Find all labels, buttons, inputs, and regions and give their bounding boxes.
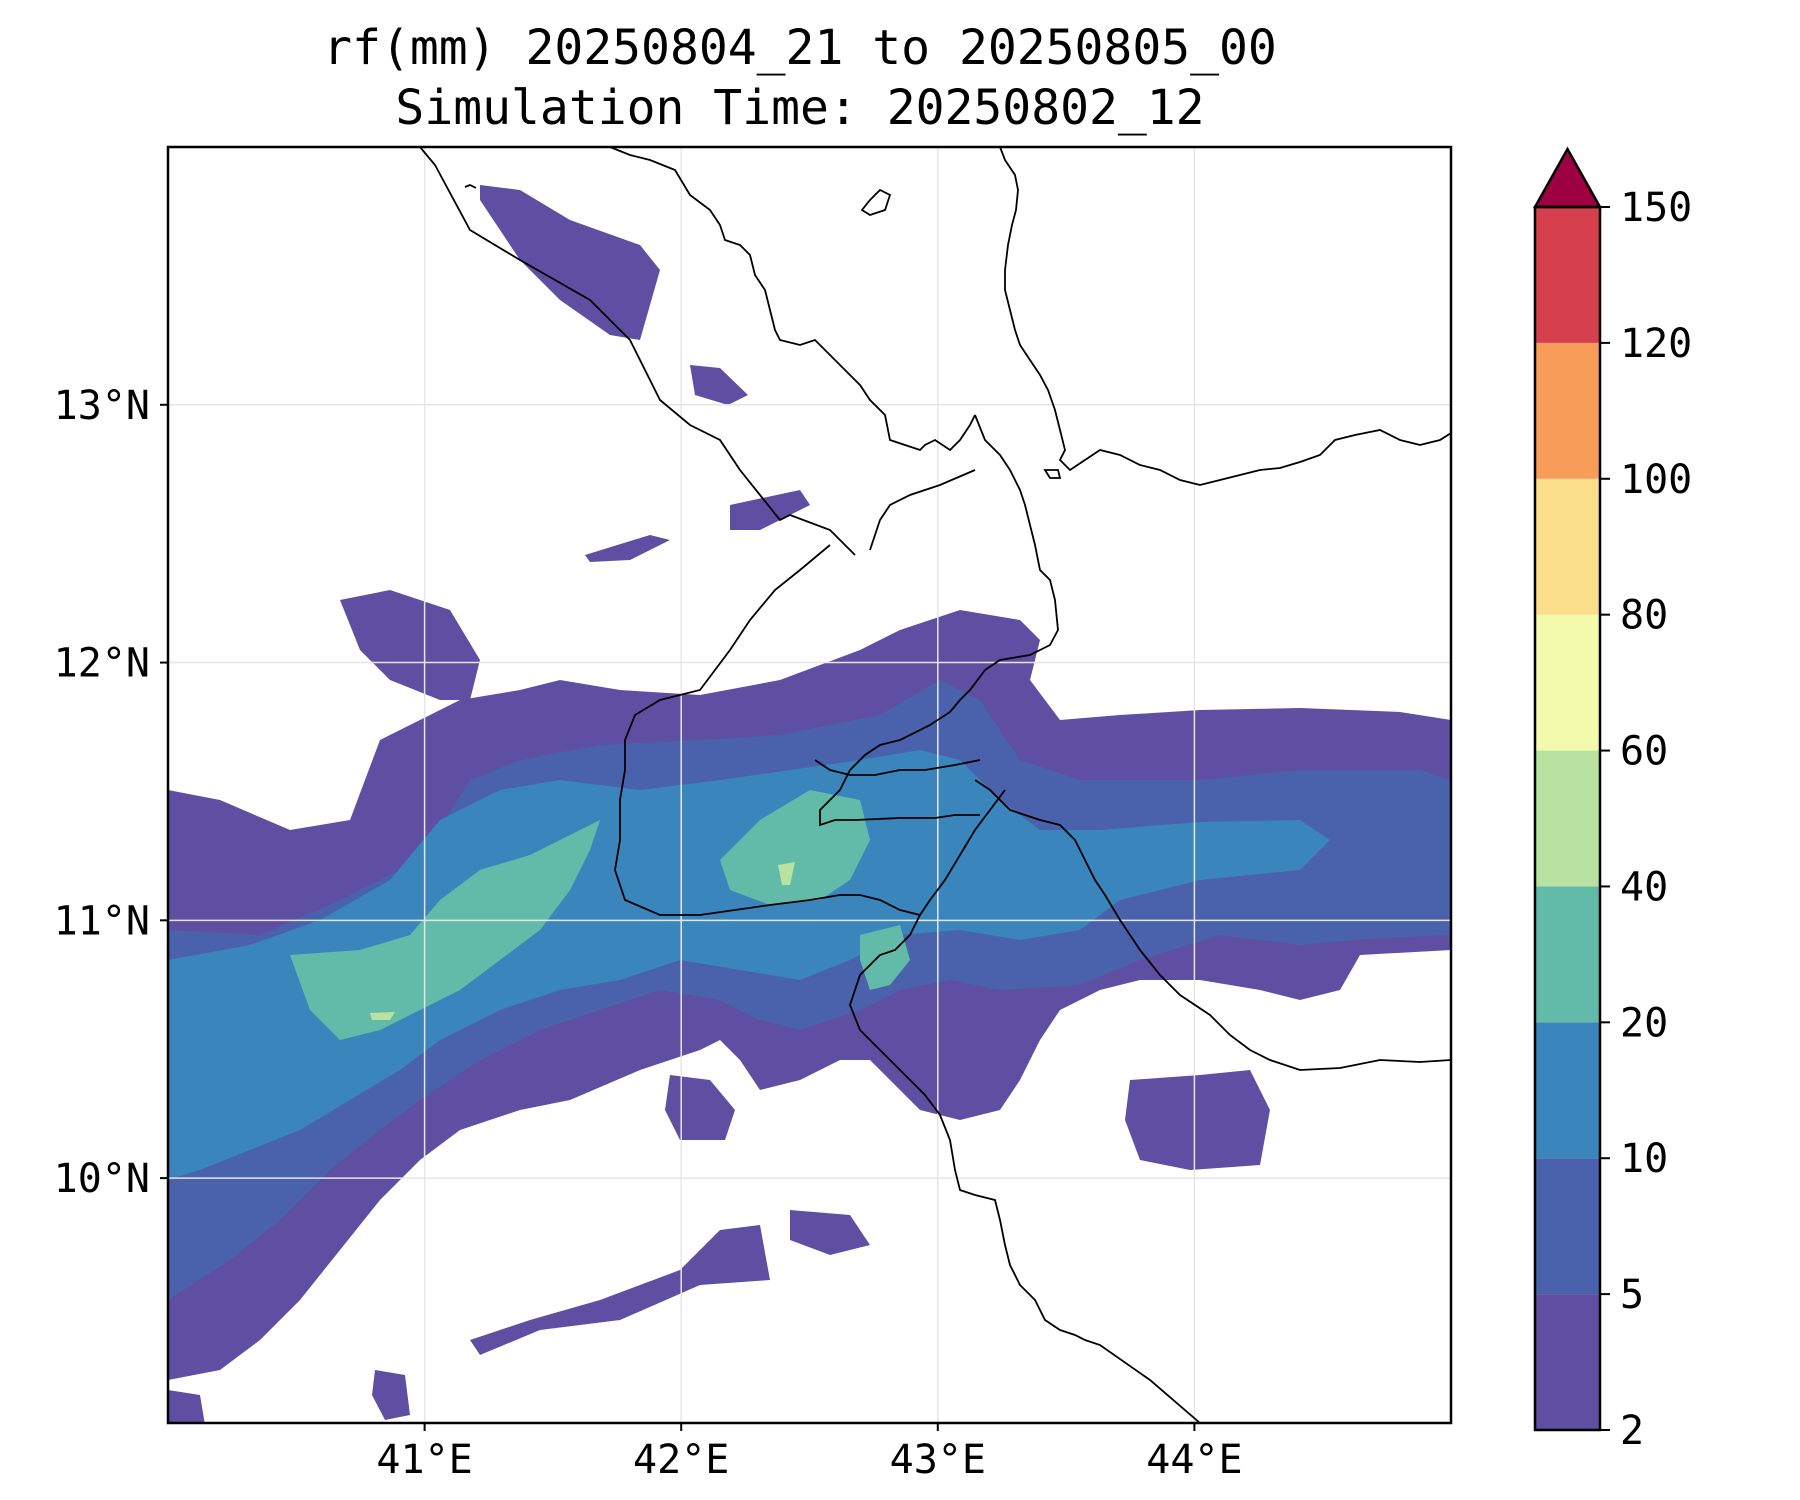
map-frame <box>166 145 1453 1425</box>
rainfall-field <box>168 185 1451 1423</box>
rain-patch-north-3 <box>730 490 810 530</box>
colorbar-extend-max <box>1532 146 1603 209</box>
colorbar-band <box>1535 1294 1600 1430</box>
rain-patch-north-4 <box>585 535 670 562</box>
gulf-of-tadjoura <box>814 759 981 776</box>
eritrea-coast <box>419 147 856 556</box>
lat-tick-label: 10°N <box>54 1156 150 1202</box>
colorbar-band <box>1535 614 1600 751</box>
colorbar-tick-label: 100 <box>1620 457 1692 503</box>
colorbar-frame <box>1533 205 1602 1432</box>
lon-tick-label: 41°E <box>376 1437 472 1483</box>
lat-tick-label: 13°N <box>54 383 150 429</box>
rainfall-contours <box>168 610 1451 1380</box>
colorbar-band <box>1535 342 1600 479</box>
coastlines-and-borders <box>419 147 1451 1423</box>
colorbar-band <box>1535 750 1600 887</box>
ethiopia-somaliland-border <box>849 789 1201 1423</box>
colorbar-tick-label: 10 <box>1620 1136 1668 1182</box>
rain-patch-south-4 <box>372 1370 410 1420</box>
rain-patch-south-3 <box>470 1225 770 1355</box>
colorbar-band <box>1535 886 1600 1023</box>
colorbar-band <box>1535 207 1600 343</box>
rain-contour-20mm-south <box>860 925 910 990</box>
rain-contour-20mm-central <box>720 790 870 905</box>
rain-patch-south-2 <box>790 1210 870 1255</box>
title-line-1: rf(mm) 20250804_21 to 20250805_00 <box>323 20 1277 76</box>
lat-tick-label: 12°N <box>54 641 150 687</box>
colorbar-band <box>1535 1158 1600 1295</box>
island-perim <box>1043 469 1062 479</box>
rain-contour-40mm-central <box>778 862 795 885</box>
lat-tick-label: 11°N <box>54 898 150 944</box>
rain-contour-10mm <box>168 750 1330 1180</box>
rain-patch-south-5 <box>168 1390 205 1423</box>
rain-patch-north <box>480 185 660 340</box>
colorbar-band <box>1535 478 1600 615</box>
rain-patch-south-1 <box>665 1075 735 1140</box>
colorbar: 2 5 10 20 40 60 80 100 120 150 <box>1532 146 1692 1454</box>
colorbar-tick-label: 40 <box>1620 864 1668 910</box>
gridlines <box>168 147 1451 1423</box>
islet <box>464 184 477 189</box>
colorbar-tick-label: 150 <box>1620 185 1692 231</box>
longitude-axis: 41°E 42°E 43°E 44°E <box>376 1423 1243 1483</box>
colorbar-tick-label: 20 <box>1620 1000 1668 1046</box>
rain-patch-north-2 <box>690 365 748 405</box>
rain-patch-southeast <box>1125 1070 1270 1170</box>
colorbar-tick-label: 5 <box>1620 1272 1644 1318</box>
lon-tick-label: 42°E <box>633 1437 729 1483</box>
yemen-coast <box>999 147 1451 486</box>
somaliland-coast <box>974 779 1451 1071</box>
title-block: rf(mm) 20250804_21 to 20250805_00 Simula… <box>0 18 1600 138</box>
eritrea-djibouti-border <box>869 469 976 551</box>
colorbar-tick-label: 80 <box>1620 593 1668 639</box>
colorbar-tick-label: 2 <box>1620 1408 1644 1454</box>
rain-contour-20mm-west <box>290 820 600 1040</box>
rainfall-patches <box>168 185 1270 1423</box>
red-sea-coast-west <box>609 147 976 452</box>
latitude-axis: 10°N 11°N 12°N 13°N <box>54 383 168 1202</box>
rain-contour-40mm-west <box>370 1012 395 1020</box>
title-line-2: Simulation Time: 20250802_12 <box>395 80 1205 136</box>
ethiopia-eritrea-djibouti-border <box>614 544 921 916</box>
colorbar-band <box>1535 1022 1600 1159</box>
lon-tick-label: 43°E <box>890 1437 986 1483</box>
horn-coast <box>819 414 1059 827</box>
map-panel: 41°E 42°E 43°E 44°E 10°N 11°N 12°N 13°N <box>54 145 1453 1483</box>
colorbar-tick-label: 120 <box>1620 321 1692 367</box>
colorbar-tick-label: 60 <box>1620 729 1668 775</box>
island-dahlak <box>860 188 892 216</box>
lon-tick-label: 44°E <box>1146 1437 1242 1483</box>
rain-patch-west <box>340 590 480 700</box>
